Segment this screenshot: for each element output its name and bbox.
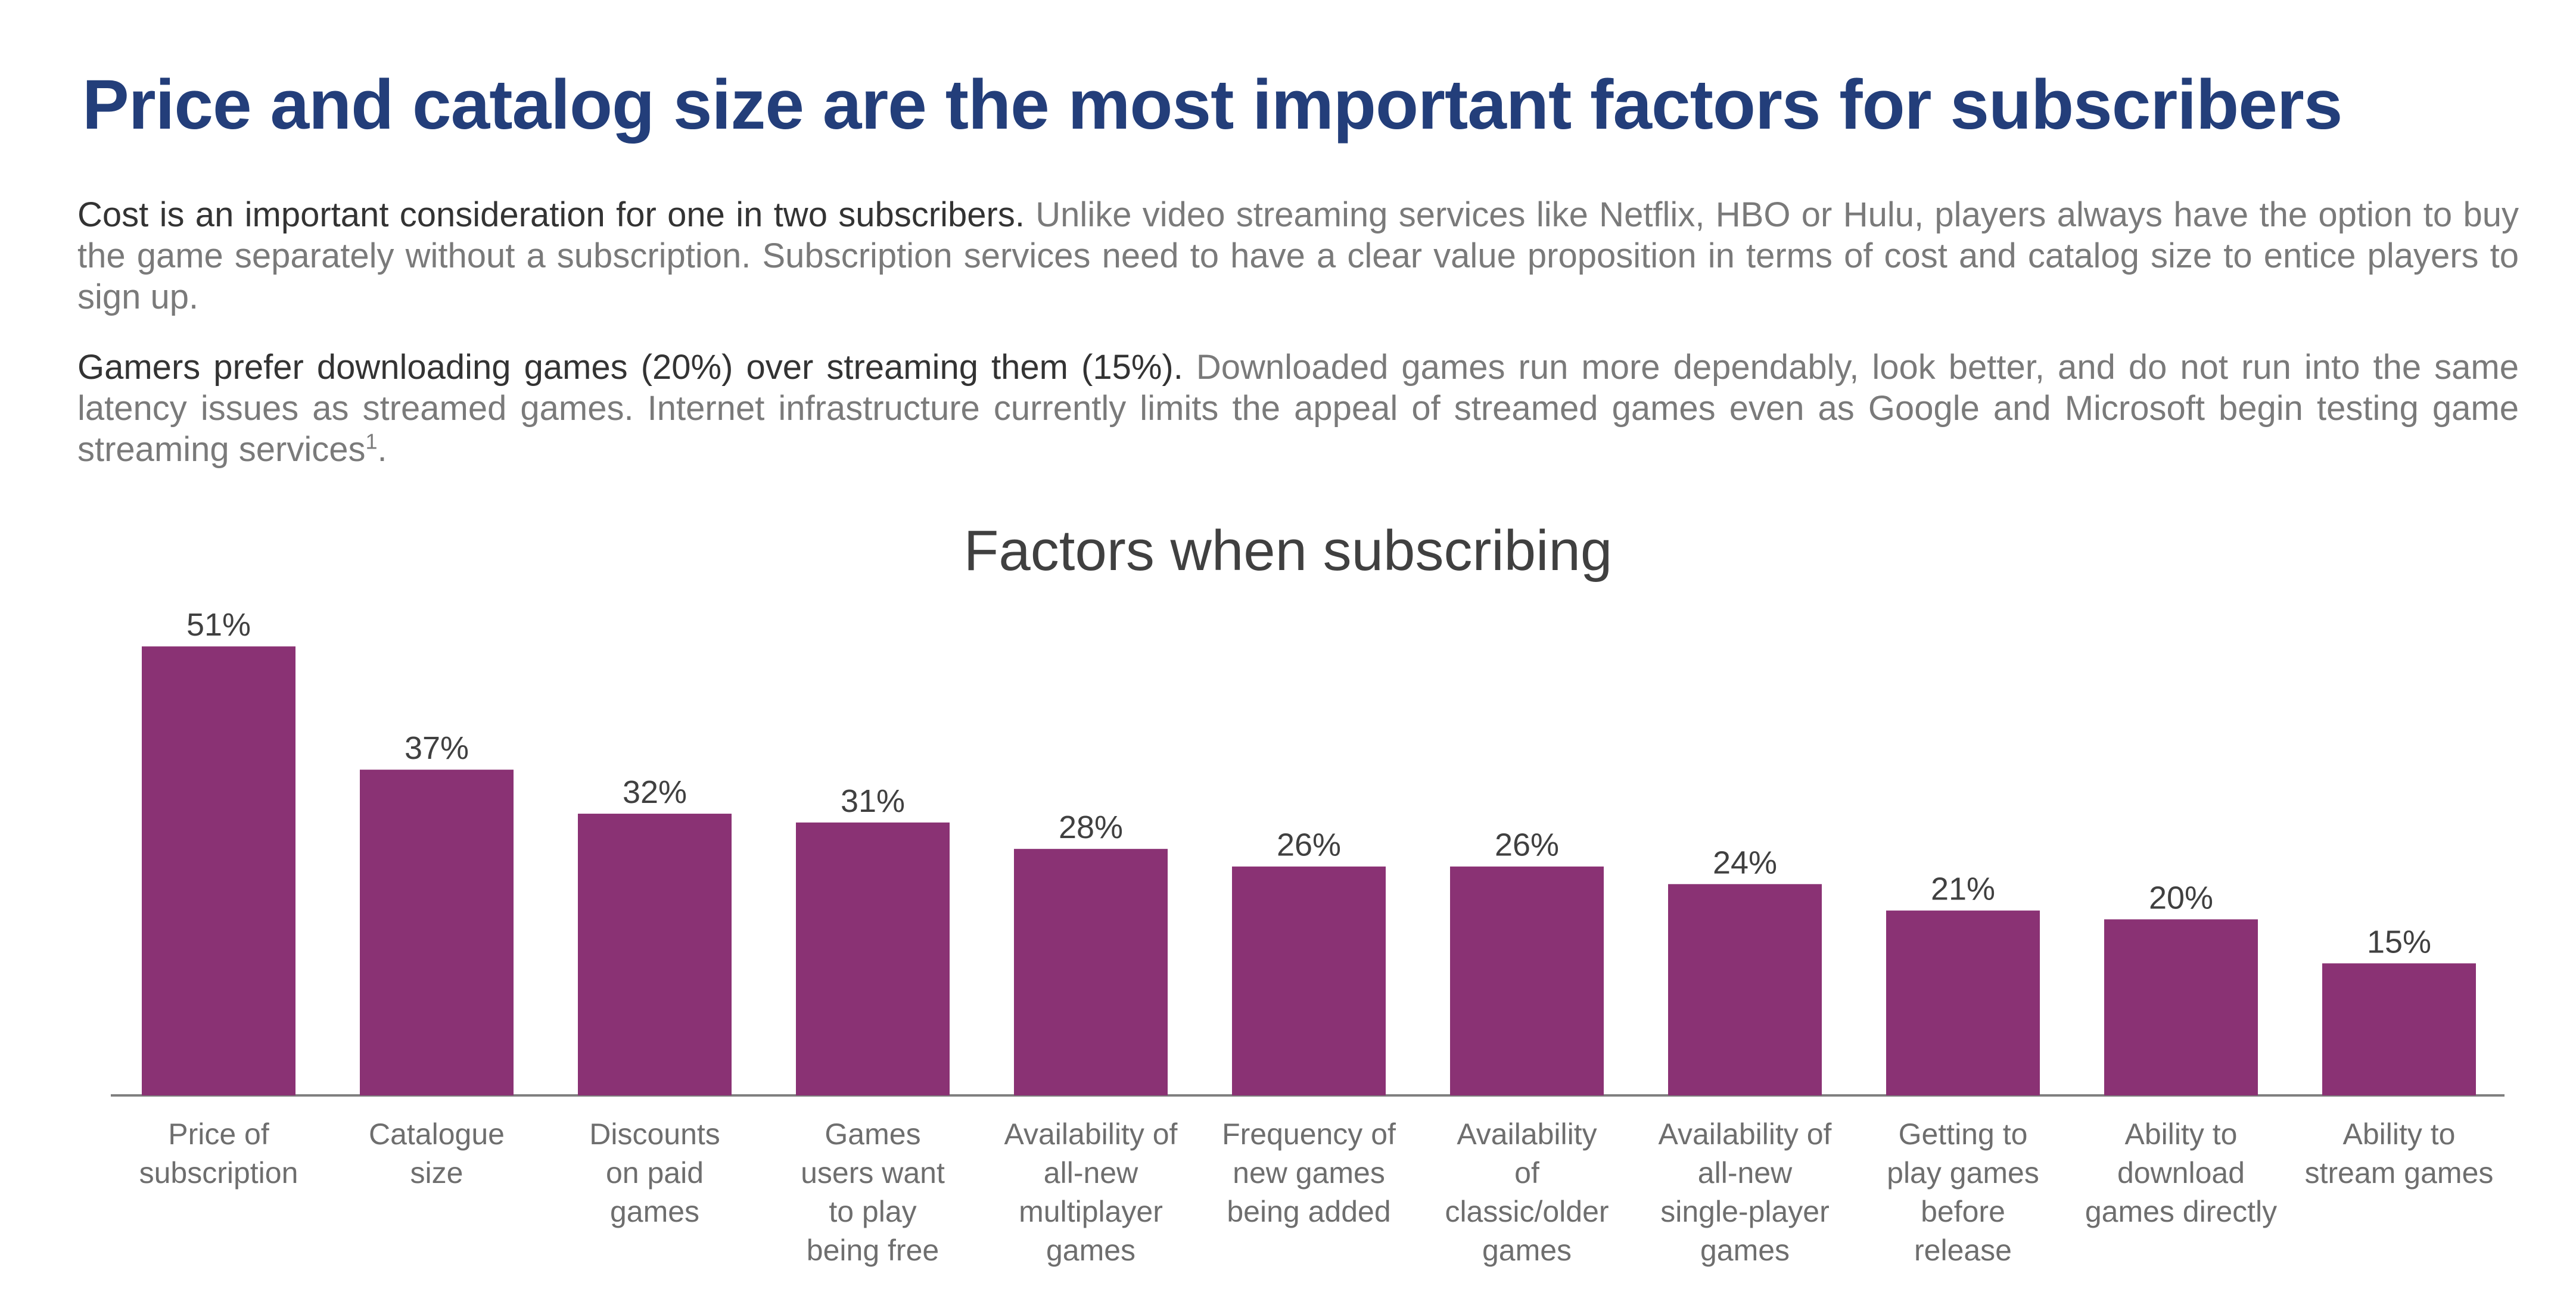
bar-value-label: 26% <box>1277 827 1341 863</box>
chart-title: Factors when subscribing <box>963 519 1613 583</box>
paragraph-lead: Cost is an important consideration for o… <box>77 195 1025 234</box>
x-tick-label: Frequency of new games being added <box>1222 1117 1396 1228</box>
bar-value-label: 28% <box>1059 809 1123 845</box>
bar-value-label: 37% <box>405 730 469 766</box>
x-tick-label: Discounts on paid games <box>589 1117 720 1228</box>
bar <box>2322 963 2476 1095</box>
bar <box>1668 884 1822 1095</box>
bar <box>1886 910 2040 1095</box>
x-tick-label: Ability to stream games <box>2304 1117 2494 1190</box>
bar-value-label: 21% <box>1931 871 1995 907</box>
bar <box>360 770 514 1095</box>
bar-value-label: 26% <box>1495 827 1559 863</box>
bar-value-label: 31% <box>841 783 905 819</box>
paragraph-body: Downloaded games run more dependably, lo… <box>77 348 2519 469</box>
x-tick-label: Availability of all-new multiplayer game… <box>1004 1117 1178 1267</box>
bar-value-label: 20% <box>2149 880 2213 916</box>
x-tick-label: Getting to play games before release <box>1887 1117 2039 1267</box>
x-tick-label: Catalogue size <box>369 1117 505 1190</box>
x-tick-label: Games users want to play being free <box>801 1117 945 1267</box>
x-tick-label: Ability to download games directly <box>2085 1117 2278 1228</box>
bar <box>2104 919 2258 1095</box>
bar <box>796 822 950 1095</box>
bar-value-label: 24% <box>1713 845 1777 880</box>
bar <box>1014 849 1168 1095</box>
x-tick-label: Availability of classic/older games <box>1445 1117 1609 1267</box>
bar-value-label: 32% <box>623 774 687 810</box>
bar <box>578 814 732 1095</box>
bar-value-label: 15% <box>2367 924 2431 960</box>
paragraph-tail: . <box>377 430 387 469</box>
bar <box>142 646 295 1095</box>
bar <box>1232 866 1386 1095</box>
x-tick-label: Availability of all-new single-player ga… <box>1658 1117 1832 1267</box>
page-title: Price and catalog size are the most impo… <box>82 66 2342 144</box>
paragraph-lead: Gamers prefer downloading games (20%) ov… <box>77 348 1183 387</box>
x-tick-label: Price of subscription <box>139 1117 298 1190</box>
summary-paragraph-downloading: Gamers prefer downloading games (20%) ov… <box>77 347 2519 470</box>
paragraph-body: Unlike video streaming services like Net… <box>77 195 2519 316</box>
bar-value-label: 51% <box>186 607 251 643</box>
footnote-marker: 1 <box>365 429 378 454</box>
bar <box>1450 866 1604 1095</box>
summary-paragraph-cost: Cost is an important consideration for o… <box>77 194 2519 317</box>
